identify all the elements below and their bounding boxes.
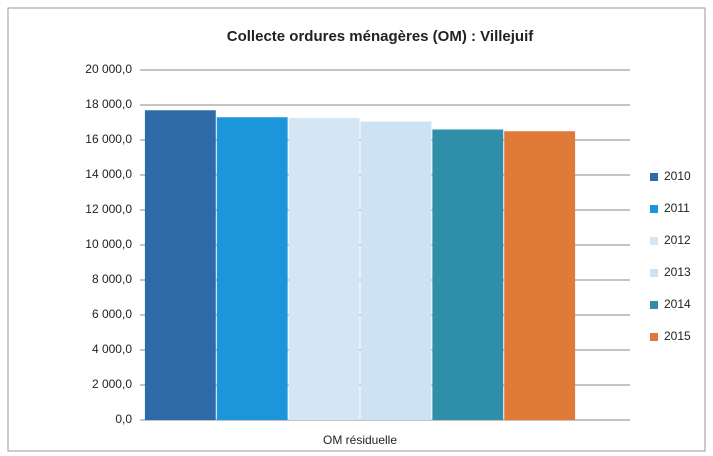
y-tick-label: 16 000,0 [85,132,132,146]
x-tick-label: OM résiduelle [323,433,397,447]
y-tick-label: 10 000,0 [85,237,132,251]
bar [288,118,360,420]
y-tick-label: 14 000,0 [85,167,132,181]
legend-swatch [650,301,658,309]
legend-label: 2014 [664,297,691,311]
y-tick-label: 12 000,0 [85,202,132,216]
legend-swatch [650,333,658,341]
bar [504,131,576,420]
chart-title: Collecte ordures ménagères (OM) : Villej… [227,28,534,45]
legend-swatch [650,205,658,213]
legend-swatch [650,269,658,277]
y-tick-label: 4 000,0 [92,342,132,356]
y-tick-label: 8 000,0 [92,272,132,286]
y-tick-label: 2 000,0 [92,377,132,391]
legend-label: 2012 [664,233,691,247]
legend-label: 2015 [664,329,691,343]
y-tick-label: 0,0 [115,412,132,426]
legend-label: 2013 [664,265,691,279]
bar [360,121,432,420]
y-tick-label: 18 000,0 [85,97,132,111]
legend-label: 2011 [664,201,690,215]
y-tick-label: 20 000,0 [85,62,132,76]
legend-swatch [650,237,658,245]
legend-swatch [650,173,658,181]
y-tick-label: 6 000,0 [92,307,132,321]
legend-label: 2010 [664,169,691,183]
bar [432,129,504,420]
bar [216,117,288,420]
bar [144,110,216,420]
